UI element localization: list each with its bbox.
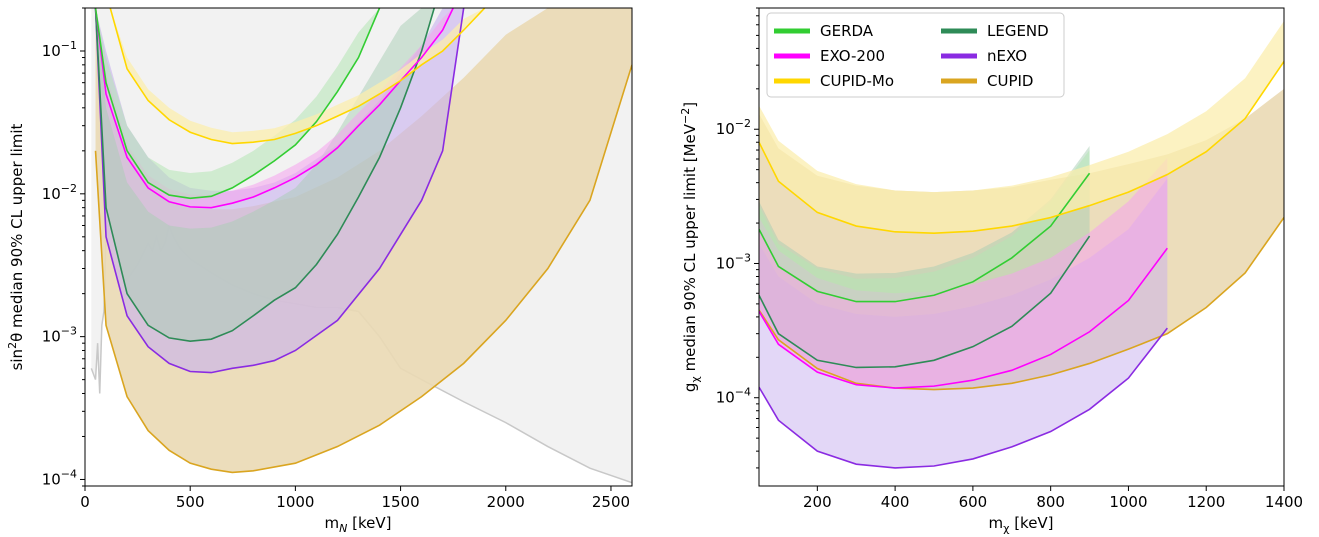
left-chart: 0 500 1000 1500 2000 2500 10−4 10−3 10−2 10−1 mN… xyxy=(6,7,633,535)
right-x-tick-label: 1000 xyxy=(1109,493,1147,511)
legend-label-nexo: nEXO xyxy=(987,47,1027,65)
legend-label-cupid-mo: CUPID-Mo xyxy=(820,72,894,90)
right-y-axis-label: gχ median 90% CL upper limit [MeV−2] xyxy=(679,102,702,392)
right-x-tick-label: 800 xyxy=(1036,493,1065,511)
left-x-tick-label: 1500 xyxy=(381,493,419,511)
left-y-axis-label: sin2θ median 90% CL upper limit xyxy=(6,123,26,370)
right-plot-area xyxy=(759,21,1284,469)
right-band-cupid-mo xyxy=(759,21,1284,234)
left-y-tick-label: 10−4 xyxy=(42,467,77,488)
right-chart: 200 400 600 800 1000 1200 1400 10−4 10−3 10−2 mχ… xyxy=(679,7,1303,535)
left-y-tick-label: 10−1 xyxy=(42,39,77,60)
right-y-axis: 10−4 10−3 10−2 xyxy=(716,7,759,469)
right-line-cupid-mo xyxy=(759,60,1284,235)
right-x-tick-label: 1400 xyxy=(1265,493,1303,511)
left-line-legend xyxy=(94,8,436,342)
left-line-gerda xyxy=(94,8,381,200)
left-y-axis: 10−4 10−3 10−2 10−1 xyxy=(42,7,85,488)
right-y-tick-label: 10−2 xyxy=(716,117,751,138)
left-line-cupid-mo xyxy=(109,8,486,145)
left-plot-frame xyxy=(84,7,633,487)
right-x-tick-label: 400 xyxy=(881,493,910,511)
legend-label-exo-200: EXO-200 xyxy=(820,47,885,65)
left-x-axis-label: mN [keV] xyxy=(325,514,392,535)
left-x-tick-label: 2000 xyxy=(487,493,525,511)
legend-label-legend: LEGEND xyxy=(987,22,1049,40)
left-band-legend xyxy=(95,8,435,342)
legend: GERDA EXO-200 CUPID-Mo LEGEND nEXO CUPID xyxy=(766,12,1065,98)
right-x-axis-label: mχ [keV] xyxy=(988,514,1053,535)
right-band-gerda xyxy=(759,150,1090,302)
left-x-tick-label: 2500 xyxy=(592,493,630,511)
right-line-exo-200 xyxy=(759,247,1168,389)
left-plot-area xyxy=(90,8,632,484)
right-band-exo-200 xyxy=(759,158,1168,389)
legend-label-gerda: GERDA xyxy=(820,22,874,40)
legend-frame xyxy=(766,12,1065,98)
left-line-nexo xyxy=(94,8,465,374)
left-x-axis: 0 500 1000 1500 2000 2500 xyxy=(80,486,630,511)
left-x-tick-label: 1000 xyxy=(276,493,314,511)
left-band-gerda xyxy=(95,8,380,199)
left-line-cupid xyxy=(94,64,632,474)
left-y-tick-label: 10−3 xyxy=(42,325,77,346)
left-x-tick-label: 500 xyxy=(176,493,205,511)
right-line-nexo xyxy=(759,327,1168,469)
right-x-tick-label: 200 xyxy=(803,493,832,511)
left-x-tick-label: 0 xyxy=(80,493,90,511)
right-x-tick-label: 1200 xyxy=(1187,493,1225,511)
right-x-axis: 200 400 600 800 1000 1200 1400 xyxy=(803,486,1303,511)
right-x-tick-label: 600 xyxy=(959,493,988,511)
right-plot-frame xyxy=(758,7,1285,487)
right-y-tick-label: 10−3 xyxy=(716,251,751,272)
right-line-cupid xyxy=(759,217,1284,391)
legend-label-cupid: CUPID xyxy=(987,72,1033,90)
right-y-tick-label: 10−4 xyxy=(716,386,751,407)
right-line-legend xyxy=(759,235,1091,369)
left-y-tick-label: 10−2 xyxy=(42,182,77,203)
right-line-gerda xyxy=(759,172,1091,303)
